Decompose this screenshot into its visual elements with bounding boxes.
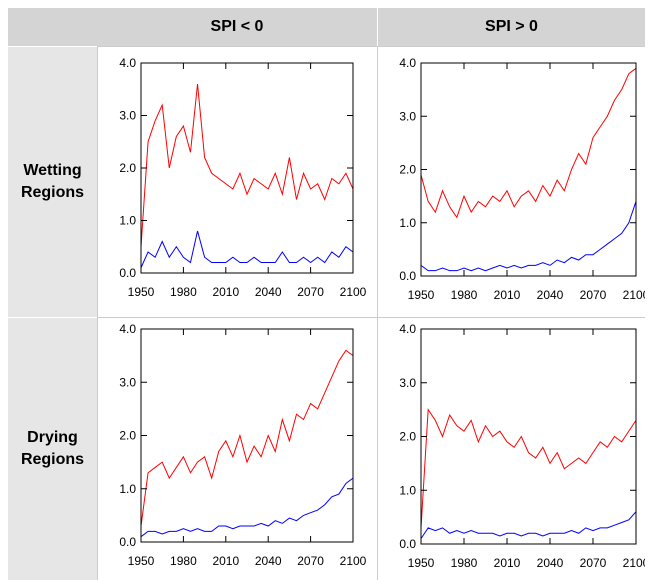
x-tick-label: 1950 xyxy=(408,556,435,570)
x-tick-label: 2070 xyxy=(580,288,607,302)
y-tick-label: 2.0 xyxy=(119,429,136,443)
y-tick-label: 3.0 xyxy=(119,375,136,389)
plot-frame xyxy=(420,62,637,277)
panel: 0.0 1.0 2.0 3.0 4.0 1950 1980 2010 2040 2070 2100 xyxy=(377,317,650,580)
y-tick-label: 1.0 xyxy=(119,214,136,228)
x-tick-label: 1980 xyxy=(170,554,197,568)
data-line xyxy=(140,230,354,268)
x-tick-label: 1980 xyxy=(170,285,197,299)
y-tick-label: 4.0 xyxy=(399,322,416,336)
y-tick-label: 4.0 xyxy=(119,56,136,70)
y-tick-label: 3.0 xyxy=(119,109,136,123)
x-tick-label: 2040 xyxy=(537,288,564,302)
row-label: Drying Regions xyxy=(8,317,97,580)
plot-frame xyxy=(140,62,354,274)
x-tick-label: 2040 xyxy=(537,556,564,570)
y-tick-label: 4.0 xyxy=(399,56,416,70)
x-tick-label: 2040 xyxy=(255,285,282,299)
data-line xyxy=(420,511,637,539)
x-tick-label: 2010 xyxy=(494,556,521,570)
x-tick-label: 2070 xyxy=(297,554,324,568)
panel: 0.0 1.0 2.0 3.0 4.0 1950 1980 2010 2040 2070 2100 xyxy=(97,46,377,317)
x-tick-label: 1950 xyxy=(128,285,155,299)
data-line xyxy=(140,83,354,247)
y-tick-label: 2.0 xyxy=(399,430,416,444)
x-tick-label: 1950 xyxy=(408,288,435,302)
y-tick-label: 1.0 xyxy=(399,216,416,230)
plot-frame xyxy=(420,328,637,545)
y-tick-label: 1.0 xyxy=(399,483,416,497)
x-tick-label: 2100 xyxy=(340,285,367,299)
x-tick-label: 1980 xyxy=(451,556,478,570)
panel: 0.0 1.0 2.0 3.0 4.0 1950 1980 2010 2040 2070 2100 xyxy=(377,46,650,317)
x-tick-label: 1980 xyxy=(451,288,478,302)
chart: 0.0 1.0 2.0 3.0 4.0 1950 1980 2010 2040 2070 2100 xyxy=(119,322,367,568)
column-header: SPI > 0 xyxy=(377,8,645,46)
x-tick-label: 2070 xyxy=(580,556,607,570)
x-tick-label: 2010 xyxy=(494,288,521,302)
panel: 0.0 1.0 2.0 3.0 4.0 1950 1980 2010 2040 2070 2100 xyxy=(97,317,377,580)
data-line xyxy=(420,201,637,272)
y-tick-label: 2.0 xyxy=(399,163,416,177)
x-tick-label: 2010 xyxy=(212,554,239,568)
data-line xyxy=(140,477,354,538)
x-tick-label: 2100 xyxy=(623,556,645,570)
x-tick-label: 1950 xyxy=(128,554,155,568)
y-tick-label: 3.0 xyxy=(399,376,416,390)
chart: 0.0 1.0 2.0 3.0 4.0 1950 1980 2010 2040 2070 2100 xyxy=(119,56,367,299)
plot-frame xyxy=(140,328,354,543)
corner xyxy=(8,8,97,46)
data-line xyxy=(140,349,354,527)
row-label: Wetting Regions xyxy=(8,46,97,317)
y-tick-label: 0.0 xyxy=(119,266,136,280)
chart: 0.0 1.0 2.0 3.0 4.0 1950 1980 2010 2040 2070 2100 xyxy=(399,56,649,302)
y-tick-label: 3.0 xyxy=(399,109,416,123)
y-tick-label: 0.0 xyxy=(119,535,136,549)
column-header: SPI < 0 xyxy=(97,8,377,46)
y-tick-label: 0.0 xyxy=(399,269,416,283)
x-tick-label: 2100 xyxy=(623,288,645,302)
y-tick-label: 2.0 xyxy=(119,161,136,175)
chart: 0.0 1.0 2.0 3.0 4.0 1950 1980 2010 2040 2070 2100 xyxy=(399,322,649,570)
data-line xyxy=(420,67,637,219)
y-tick-label: 1.0 xyxy=(119,482,136,496)
y-tick-label: 4.0 xyxy=(119,322,136,336)
x-tick-label: 2070 xyxy=(297,285,324,299)
y-tick-label: 0.0 xyxy=(399,537,416,551)
x-tick-label: 2040 xyxy=(255,554,282,568)
data-line xyxy=(420,408,637,528)
x-tick-label: 2100 xyxy=(340,554,367,568)
x-tick-label: 2010 xyxy=(212,285,239,299)
